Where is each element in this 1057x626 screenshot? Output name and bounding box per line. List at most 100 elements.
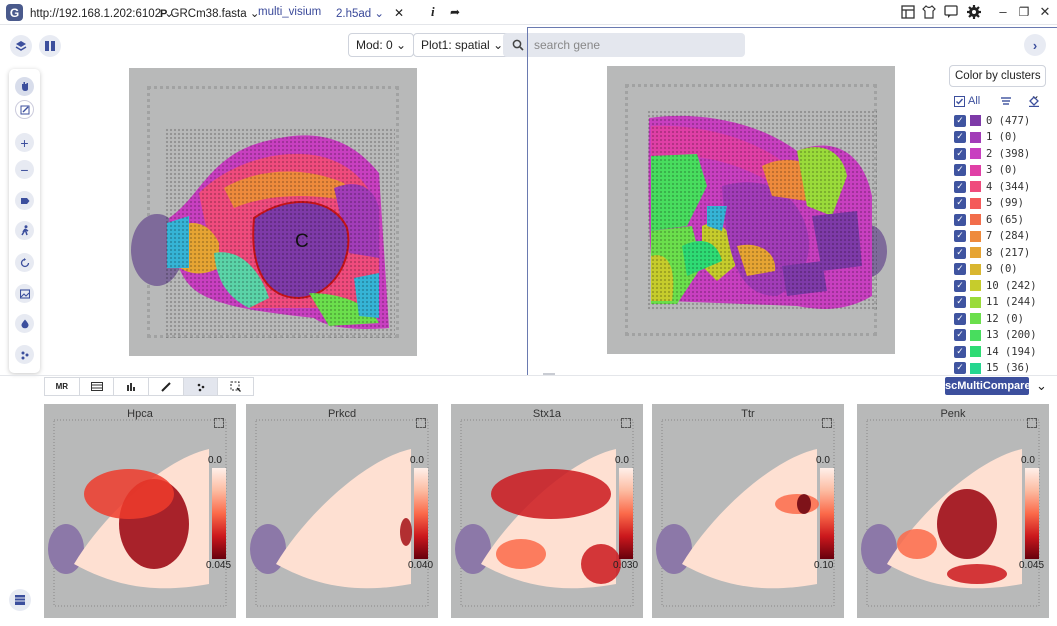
collapse-chevron-icon[interactable]: ⌄ <box>1036 378 1047 393</box>
layout-icon[interactable] <box>901 5 915 19</box>
checkbox-checked-icon[interactable]: ✓ <box>954 246 966 259</box>
mod-select[interactable]: Mod: 0 ⌄ <box>348 33 415 57</box>
checkbox-checked-icon[interactable]: ✓ <box>954 164 966 176</box>
label-tool-icon[interactable] <box>15 191 34 210</box>
cluster-legend-item[interactable]: ✓ 9 (0) <box>954 262 1018 277</box>
settings-icon[interactable] <box>967 5 981 19</box>
sc-multi-compare-button[interactable]: scMultiCompare <box>945 377 1031 395</box>
cluster-label: 9 (0) <box>986 263 1018 275</box>
barplot-button[interactable] <box>114 378 150 395</box>
share-icon[interactable]: ➦ <box>450 5 461 19</box>
cluster-legend-item[interactable]: ✓ 0 (477) <box>954 113 1030 128</box>
bottom-toolbar: MR <box>44 377 254 396</box>
cluster-label: 5 (99) <box>986 197 1024 209</box>
checkbox-checked-icon[interactable]: ✓ <box>954 362 966 374</box>
cluster-legend-item[interactable]: ✓ 4 (344) <box>954 179 1030 194</box>
cluster-legend-item[interactable]: ✓ 7 (284) <box>954 229 1030 244</box>
checkbox-checked-icon[interactable]: ✓ <box>954 312 966 325</box>
gene-plot-prkcd[interactable]: Prkcd 0.0 0.040 <box>246 404 438 618</box>
info-icon[interactable]: i <box>431 4 435 19</box>
heatmap-button[interactable] <box>80 378 115 395</box>
cluster-legend-item[interactable]: ✓ 14 (194) <box>954 344 1037 359</box>
zoom-out-icon[interactable]: − <box>15 160 34 179</box>
run-tool-icon[interactable] <box>15 221 34 240</box>
cluster-legend-item[interactable]: ✓ 15 (36) <box>954 361 1030 376</box>
checkbox-checked-icon[interactable]: ✓ <box>954 230 966 242</box>
resize-handle[interactable] <box>543 373 555 375</box>
reference-selector[interactable]: P GRCm38.fasta ⌄ <box>160 6 259 20</box>
color-by-select[interactable]: Color by clusters ⌄ <box>949 65 1046 102</box>
project-tab[interactable]: multi_visium <box>258 6 322 18</box>
checkbox-checked-icon[interactable]: ✓ <box>954 279 966 292</box>
checkbox-checked-icon[interactable]: ✓ <box>954 329 966 341</box>
cluster-legend-item[interactable]: ✓ 1 (0) <box>954 130 1018 145</box>
cluster-color-swatch <box>970 263 981 275</box>
zoom-in-icon[interactable]: + <box>15 133 34 152</box>
cluster-legend-item[interactable]: ✓ 8 (217) <box>954 245 1030 260</box>
gene-plot-stx1a[interactable]: Stx1a 0.0 0.030 <box>451 404 643 618</box>
scatter-icon <box>197 383 204 391</box>
mr-button[interactable]: MR <box>45 378 80 395</box>
gene-plot-ttr[interactable]: Ttr 0.0 0.10 <box>652 404 844 618</box>
close-file-icon[interactable]: ✕ <box>394 6 405 20</box>
gene-plot-penk[interactable]: Penk 0.0 0.045 <box>857 404 1049 618</box>
restore-icon[interactable]: ❐ <box>1018 5 1030 19</box>
url-selector[interactable]: http://192.168.1.202:6102 ⌄ <box>30 6 174 20</box>
expand-icon[interactable] <box>621 418 631 428</box>
cluster-legend-item[interactable]: ✓ 10 (242) <box>954 278 1037 293</box>
minimize-icon[interactable]: – <box>999 4 1007 19</box>
spatial-plot-right[interactable] <box>607 66 895 354</box>
cluster-legend-item[interactable]: ✓ 2 (398) <box>954 146 1030 161</box>
checkbox-checked-icon[interactable]: ✓ <box>954 213 966 226</box>
image-tool-icon[interactable] <box>15 284 34 303</box>
fill-color-icon[interactable] <box>1028 95 1040 107</box>
cluster-legend-item[interactable]: ✓ 6 (65) <box>954 212 1024 227</box>
cluster-legend-item[interactable]: ✓ 12 (0) <box>954 311 1024 326</box>
colorbar-min-label: 0.0 <box>1021 455 1035 466</box>
brush-button[interactable] <box>149 378 184 395</box>
cluster-legend-item[interactable]: ✓ 5 (99) <box>954 196 1024 211</box>
cluster-label: 6 (65) <box>986 213 1024 226</box>
scatter-button[interactable] <box>183 378 219 395</box>
gene-title: Stx1a <box>532 408 562 420</box>
cluster-legend-item[interactable]: ✓ 3 (0) <box>954 163 1018 178</box>
colorbar-min-label: 0.0 <box>816 455 830 466</box>
lasso-select-button[interactable] <box>218 378 253 395</box>
table-view-button[interactable] <box>9 589 31 611</box>
checkbox-checked-icon[interactable]: ✓ <box>954 197 966 209</box>
expand-icon[interactable] <box>822 418 832 428</box>
cluster-legend-item[interactable]: ✓ 11 (244) <box>954 295 1037 310</box>
message-icon[interactable] <box>944 5 958 19</box>
brush-icon <box>161 381 172 392</box>
sort-icon[interactable] <box>1000 96 1012 106</box>
edit-tool-icon[interactable] <box>15 100 34 119</box>
gene-search-box[interactable]: search gene <box>503 33 745 57</box>
checkbox-checked-icon[interactable]: ✓ <box>954 131 966 143</box>
checkbox-checked-icon[interactable]: ✓ <box>954 345 966 358</box>
scatter-points-icon[interactable] <box>15 345 34 364</box>
gene-plot-hpca[interactable]: Hpca 0.0 0.045 <box>44 404 236 618</box>
cluster-color-swatch <box>970 329 981 341</box>
checkbox-checked-icon[interactable]: ✓ <box>954 263 966 275</box>
checkbox-checked-icon[interactable]: ✓ <box>954 114 966 127</box>
close-window-icon[interactable]: ✕ <box>1039 4 1051 19</box>
package-icon: P <box>160 8 168 20</box>
plot-select[interactable]: Plot1: spatial ⌄ <box>413 33 512 57</box>
expand-icon[interactable] <box>1027 418 1037 428</box>
checkbox-checked-icon[interactable]: ✓ <box>954 180 966 193</box>
expand-icon[interactable] <box>416 418 426 428</box>
select-all-toggle[interactable]: All <box>954 95 980 107</box>
opacity-drop-icon[interactable] <box>15 314 34 333</box>
checkbox-checked-icon[interactable]: ✓ <box>954 296 966 308</box>
spatial-plot-left[interactable]: C <box>129 68 417 356</box>
expand-panel-button[interactable]: › <box>1024 34 1046 56</box>
cluster-legend-item[interactable]: ✓ 13 (200) <box>954 328 1037 343</box>
split-view-button[interactable] <box>39 35 61 57</box>
checkbox-checked-icon[interactable]: ✓ <box>954 147 966 160</box>
pan-tool-icon[interactable] <box>15 77 34 96</box>
layers-button[interactable] <box>10 35 32 57</box>
expand-icon[interactable] <box>214 418 224 428</box>
reset-rotate-icon[interactable] <box>15 253 34 272</box>
file-selector[interactable]: 2.h5ad ⌄ <box>336 6 384 20</box>
shirt-icon[interactable] <box>922 5 936 19</box>
